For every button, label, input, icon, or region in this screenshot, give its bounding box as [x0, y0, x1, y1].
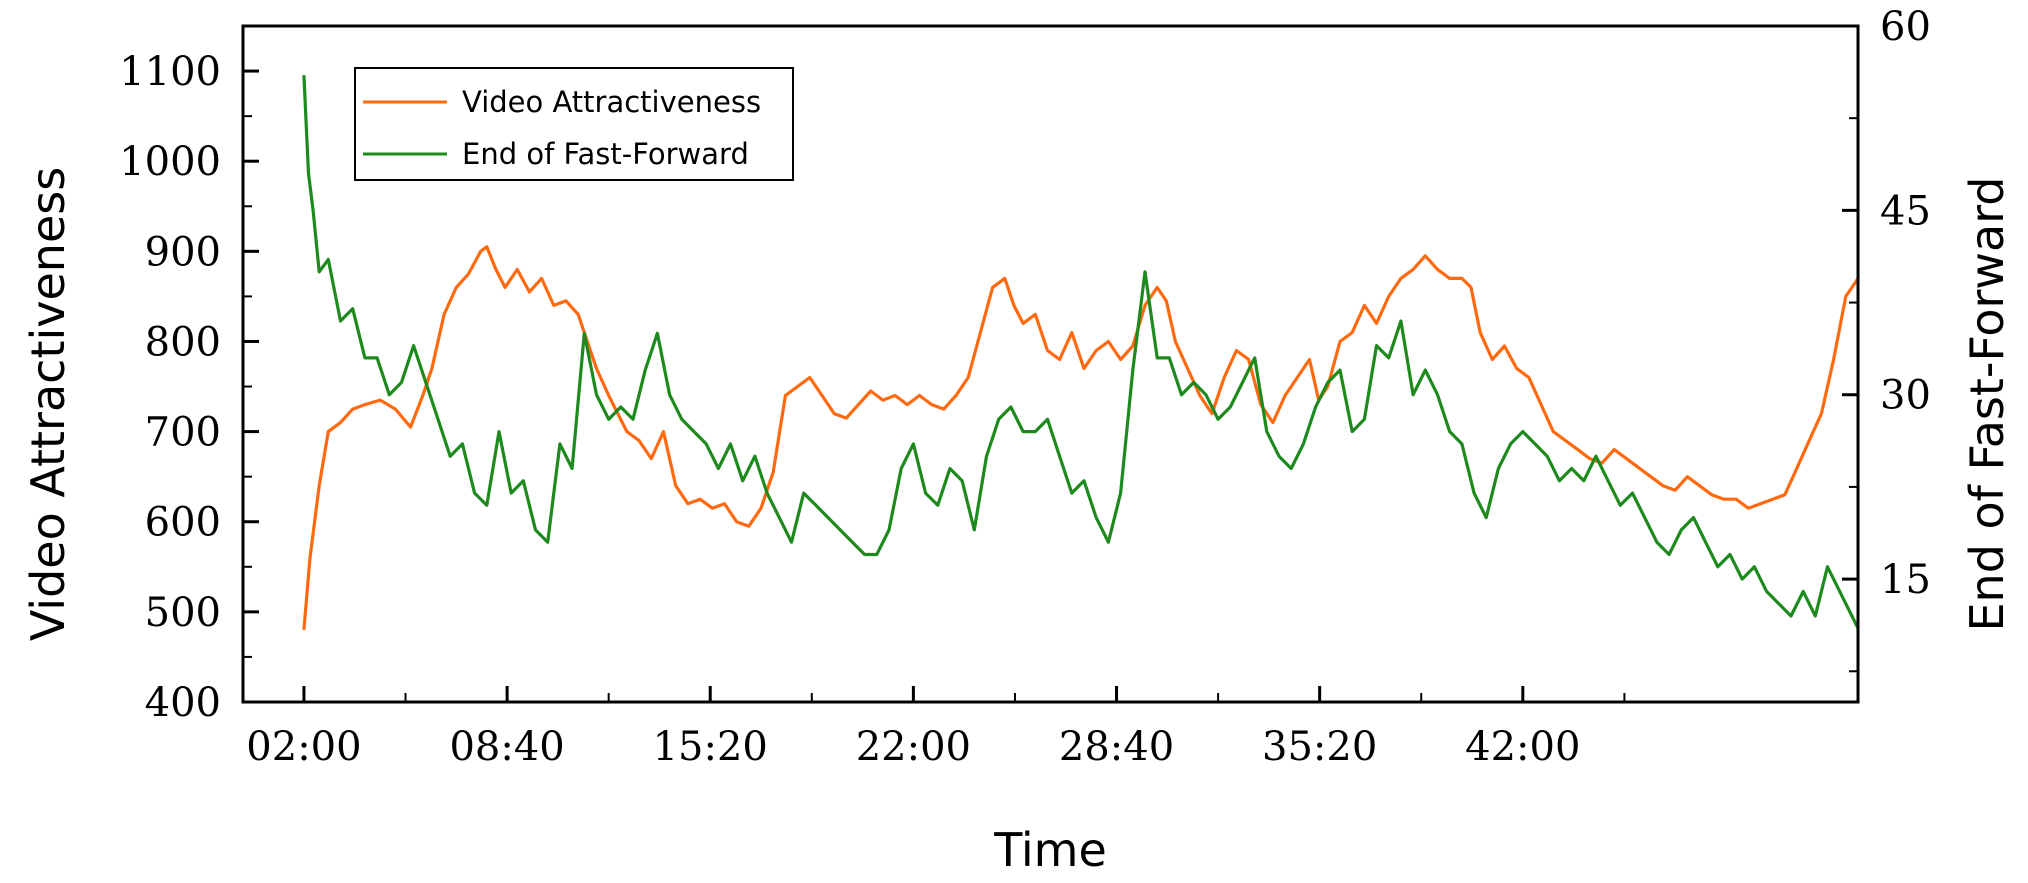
right-y-tick-label: 30: [1880, 373, 1931, 419]
legend-label-video-attractiveness: Video Attractiveness: [462, 85, 761, 119]
x-tick-label: 08:40: [449, 724, 564, 770]
left-y-tick-label: 600: [145, 500, 221, 546]
left-y-tick-label: 800: [145, 319, 221, 365]
plot-frame: [241, 24, 1860, 704]
right-y-tick-label: 15: [1880, 557, 1931, 603]
left-y-tick-label: 1100: [119, 49, 221, 95]
right-y-tick-label: 60: [1880, 4, 1931, 50]
left-y-tick-label: 900: [145, 229, 221, 275]
legend: Video Attractiveness End of Fast-Forward: [354, 67, 794, 181]
left-y-tick-label: 700: [145, 410, 221, 456]
right-y-tick-label: 45: [1880, 188, 1931, 234]
right-y-axis-title: End of Fast-Forward: [1960, 176, 2014, 631]
left-y-tick-label: 500: [145, 590, 221, 636]
x-tick-label: 22:00: [856, 724, 971, 770]
legend-box: [354, 67, 794, 181]
series-layer: [302, 75, 1858, 631]
x-tick-label: 28:40: [1059, 724, 1174, 770]
series-line-video-attractiveness: [302, 245, 1858, 631]
axes-layer: 400 500 600 700 800 900 1000 1100 15 30 45 60 02:00 0…: [119, 4, 1931, 770]
legend-label-end-of-fast-forward: End of Fast-Forward: [462, 137, 749, 171]
x-tick-label: 15:20: [653, 724, 768, 770]
series-line-end-of-fast-forward: [302, 75, 1858, 630]
x-tick-label: 35:20: [1262, 724, 1377, 770]
x-tick-label: 02:00: [246, 724, 361, 770]
left-y-tick-label: 400: [145, 680, 221, 726]
left-y-tick-label: 1000: [119, 139, 221, 185]
left-y-axis-title: Video Attractiveness: [21, 167, 75, 641]
x-tick-label: 42:00: [1465, 724, 1580, 770]
x-axis-title: Time: [993, 823, 1107, 877]
